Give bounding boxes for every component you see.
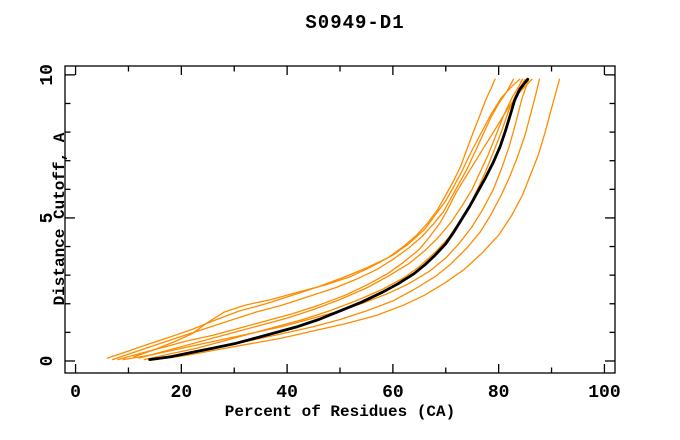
series-line-model-2	[111, 78, 515, 361]
axes-frame	[64, 65, 616, 374]
series-line-model-1	[106, 78, 496, 359]
series-line-model-8	[154, 78, 561, 361]
series-line-model-7	[148, 78, 541, 361]
chart-title: S0949-D1	[305, 12, 405, 34]
x-tick-label: 20	[171, 383, 193, 403]
x-tick-label: 60	[382, 383, 404, 403]
series-line-model-3	[133, 78, 521, 358]
x-tick-label: 100	[588, 383, 620, 403]
reference-line	[148, 77, 530, 362]
series-line-model-9	[117, 78, 533, 361]
series-line-model-6	[122, 78, 530, 361]
series-line-model-5	[143, 78, 526, 361]
y-tick-label: 5	[38, 213, 58, 224]
x-axis-label: Percent of Residues (CA)	[224, 403, 456, 421]
x-tick-label: 40	[276, 383, 298, 403]
x-tick-label: 0	[70, 383, 81, 403]
series-line-model-4	[138, 78, 524, 359]
y-tick-label: 0	[38, 356, 58, 367]
x-tick-label: 80	[488, 383, 510, 403]
y-tick-label: 10	[38, 64, 58, 86]
